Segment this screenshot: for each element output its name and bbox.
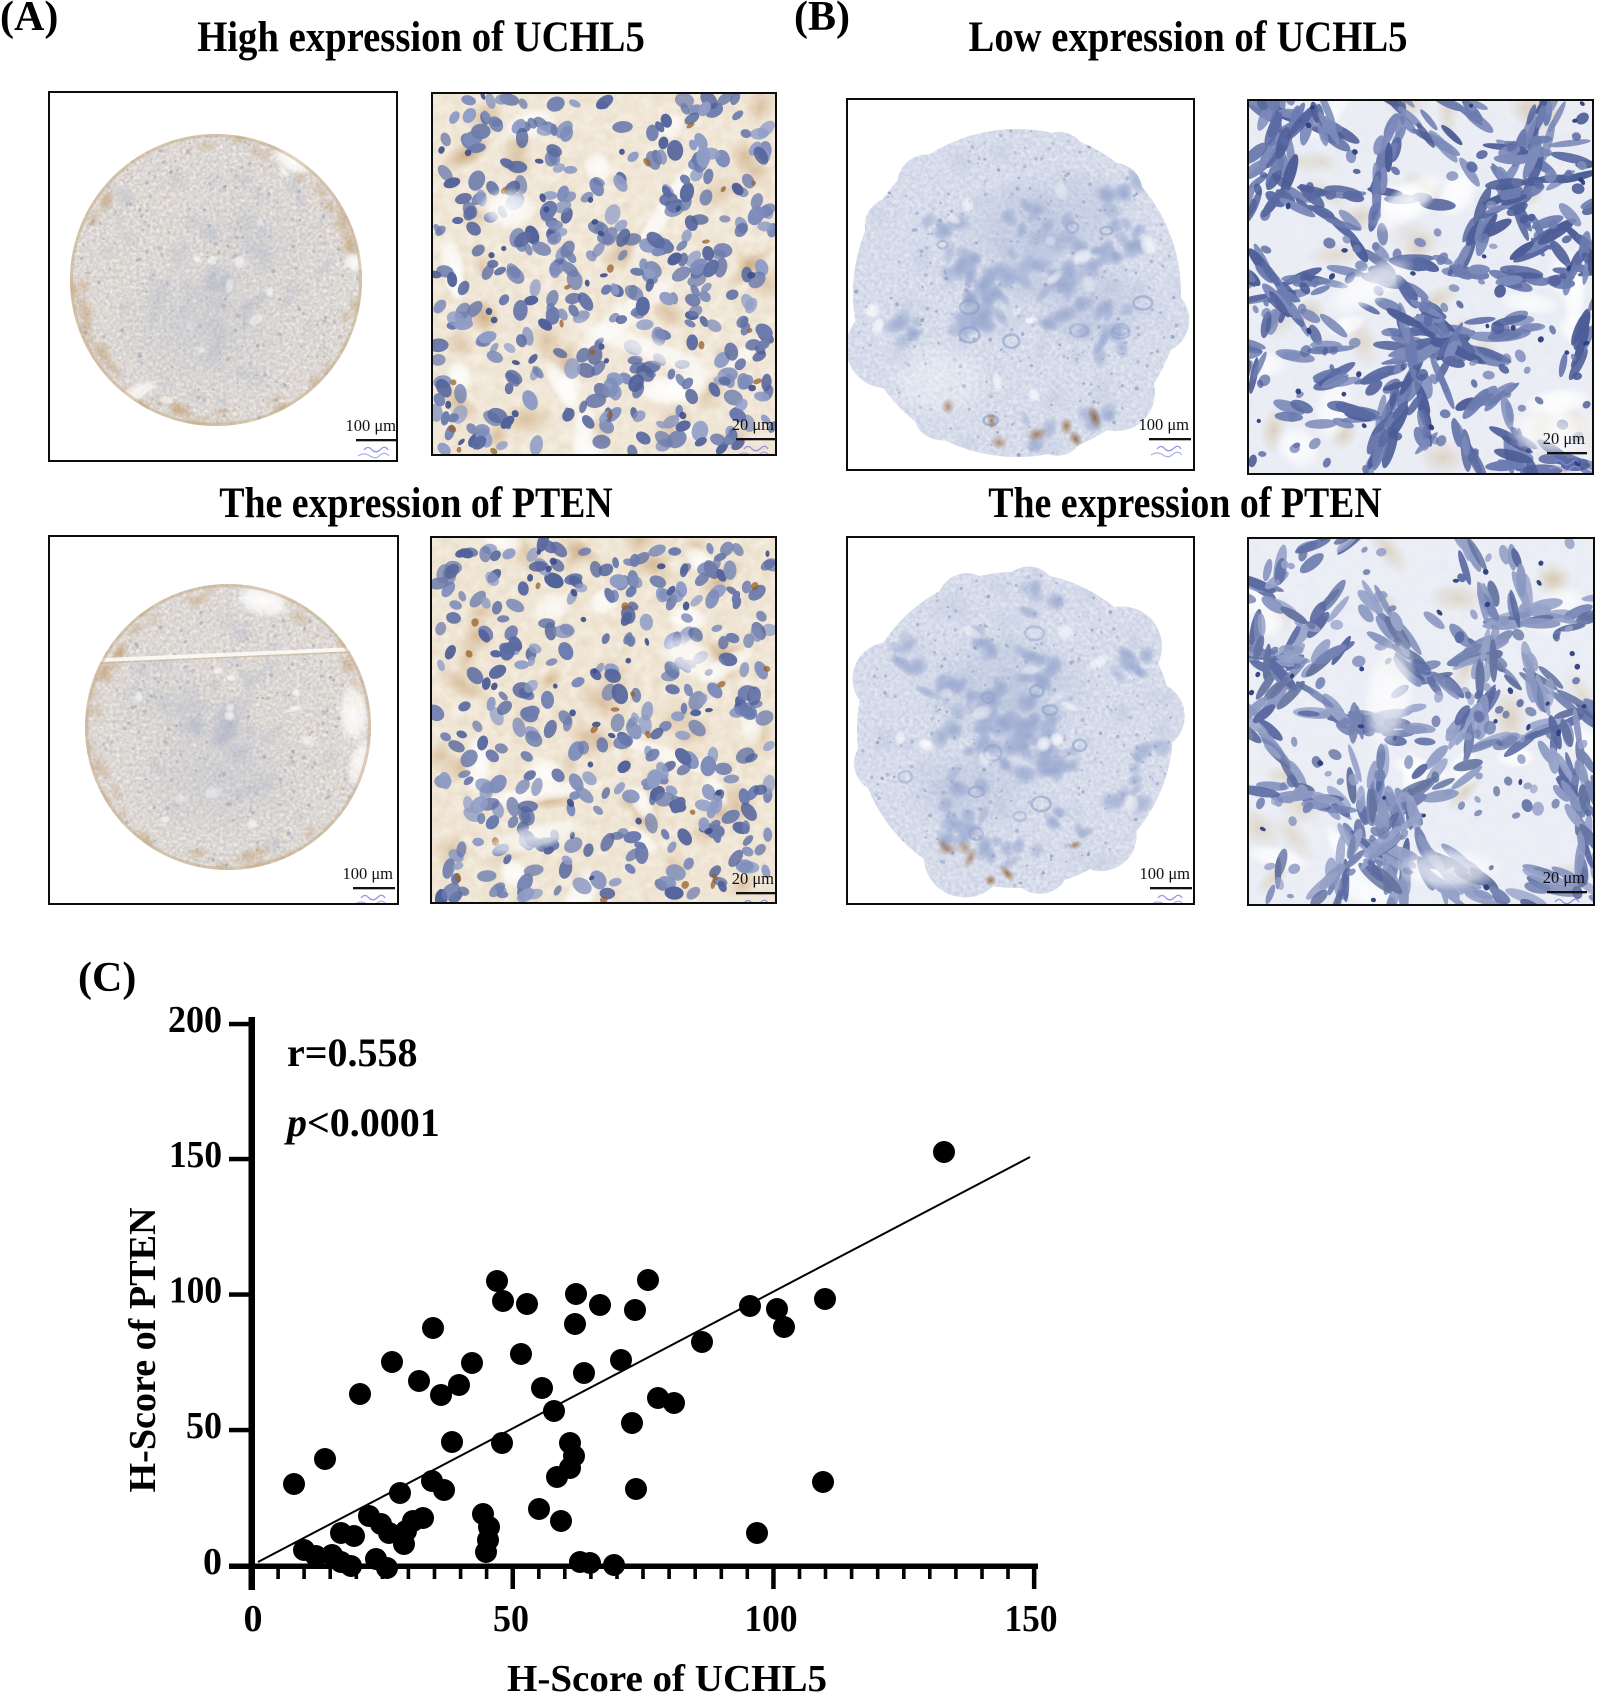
svg-text:0: 0 bbox=[244, 1598, 263, 1640]
svg-text:20 μm: 20 μm bbox=[1543, 429, 1585, 448]
svg-text:150: 150 bbox=[1005, 1598, 1058, 1640]
svg-text:150: 150 bbox=[169, 1134, 222, 1176]
svg-text:100: 100 bbox=[169, 1270, 222, 1312]
svg-text:H-Score of PTEN: H-Score of PTEN bbox=[122, 1208, 164, 1493]
svg-text:p<0.0001: p<0.0001 bbox=[284, 1100, 440, 1145]
svg-text:200: 200 bbox=[168, 999, 222, 1041]
svg-text:100 μm: 100 μm bbox=[1138, 415, 1189, 434]
svg-text:50: 50 bbox=[493, 1598, 529, 1640]
svg-text:100 μm: 100 μm bbox=[1139, 864, 1190, 883]
svg-text:50: 50 bbox=[186, 1405, 222, 1447]
svg-text:20 μm: 20 μm bbox=[732, 415, 774, 434]
svg-text:H-Score of UCHL5: H-Score of UCHL5 bbox=[507, 1658, 827, 1697]
svg-text:100 μm: 100 μm bbox=[342, 864, 393, 883]
svg-text:r=0.558: r=0.558 bbox=[287, 1030, 418, 1075]
svg-text:100: 100 bbox=[745, 1598, 798, 1640]
svg-text:20 μm: 20 μm bbox=[732, 869, 774, 888]
svg-text:0: 0 bbox=[203, 1541, 222, 1583]
svg-text:20 μm: 20 μm bbox=[1543, 868, 1585, 887]
svg-text:100 μm: 100 μm bbox=[345, 416, 396, 435]
